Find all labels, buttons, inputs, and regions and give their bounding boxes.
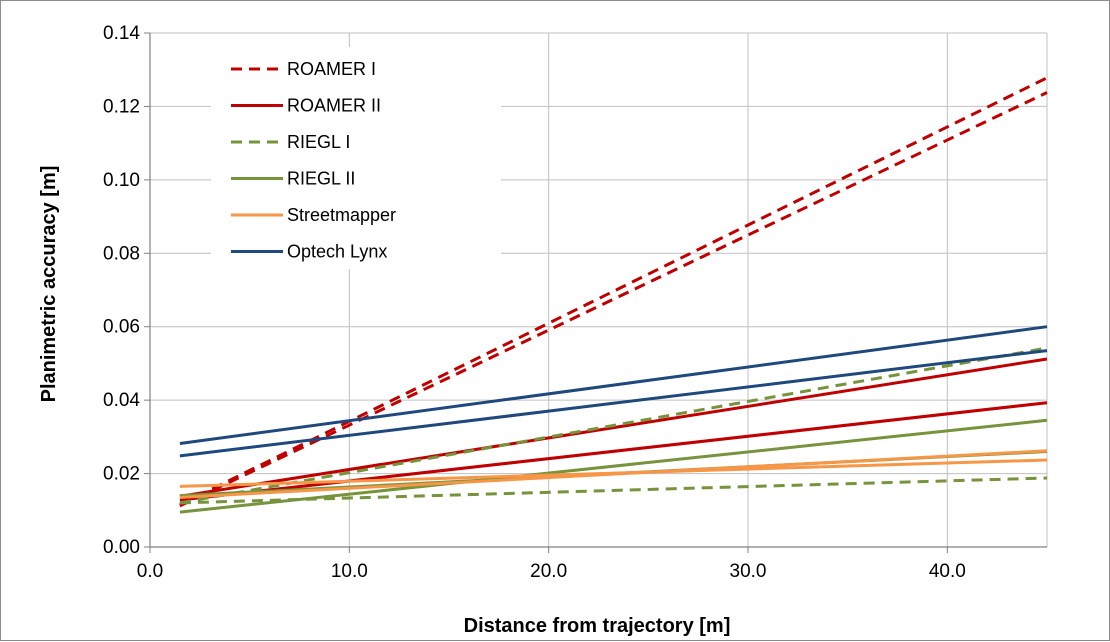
x-tick-label: 0.0 bbox=[137, 561, 163, 582]
y-tick-label: 0.02 bbox=[103, 464, 140, 485]
y-tick-label: 0.14 bbox=[103, 23, 140, 44]
y-tick-label: 0.06 bbox=[103, 317, 140, 338]
x-tick-label: 20.0 bbox=[530, 561, 567, 582]
y-tick-label: 0.12 bbox=[103, 96, 140, 117]
series-line-riegl-i bbox=[179, 346, 1048, 505]
series-line-optech-lynx bbox=[179, 349, 1048, 458]
x-tick-label: 40.0 bbox=[929, 561, 966, 582]
series-line-optech-lynx bbox=[179, 325, 1048, 445]
y-tick-label: 0.00 bbox=[103, 537, 140, 558]
x-tick-label: 30.0 bbox=[730, 561, 767, 582]
legend-label: Streetmapper bbox=[287, 205, 396, 225]
x-axis-title: Distance from trajectory [m] bbox=[464, 615, 731, 637]
axes-layer bbox=[149, 33, 1047, 548]
x-tick-label: 10.0 bbox=[331, 561, 368, 582]
series-line-roamer-i bbox=[179, 91, 1048, 508]
series-line-roamer-ii bbox=[179, 357, 1048, 498]
legend-label: ROAMER II bbox=[287, 96, 381, 116]
series-layer bbox=[179, 76, 1048, 514]
series-line-roamer-ii bbox=[179, 401, 1048, 502]
legend: ROAMER I ROAMER II RIEGL I RIEGL II Streetma… bbox=[211, 47, 501, 269]
ticks-layer: 0.00 0.02 0.04 0.06 0.08 0.10 0.12 0.14 0.0 10.0 2… bbox=[103, 23, 966, 582]
series-line-riegl-ii bbox=[179, 418, 1048, 514]
series-line-streetmapper bbox=[179, 449, 1048, 499]
legend-background bbox=[211, 47, 501, 269]
legend-label: ROAMER I bbox=[287, 59, 376, 79]
y-tick-label: 0.04 bbox=[103, 390, 140, 411]
legend-label: Optech Lynx bbox=[287, 242, 387, 262]
y-tick-label: 0.10 bbox=[103, 170, 140, 191]
series-line-riegl-i bbox=[179, 476, 1048, 505]
legend-label: RIEGL II bbox=[287, 169, 355, 189]
legend-label: RIEGL I bbox=[287, 132, 350, 152]
y-tick-label: 0.08 bbox=[103, 243, 140, 264]
y-axis-title: Planimetric accuracy [m] bbox=[38, 166, 60, 403]
